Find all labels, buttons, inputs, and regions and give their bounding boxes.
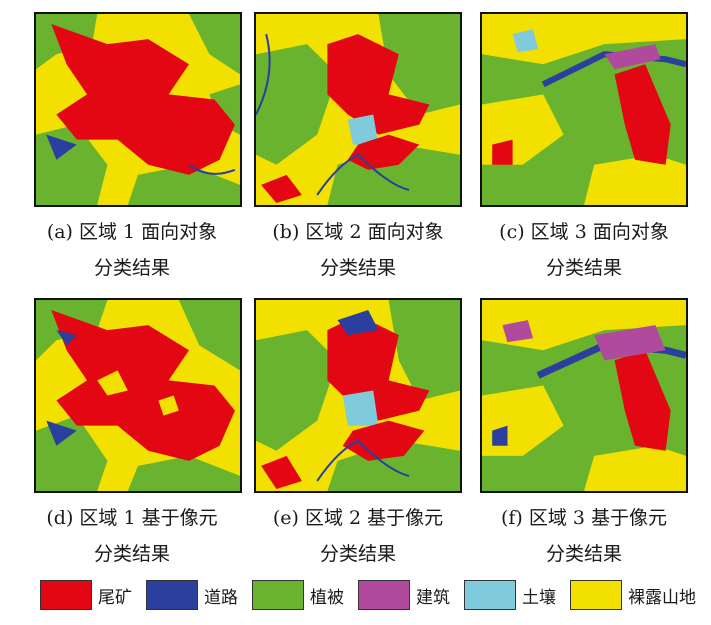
- map-panel-e: [254, 298, 462, 493]
- map-panel-c: [480, 12, 688, 207]
- caption-c-line1: (c) 区域 3 面向对象: [499, 221, 669, 243]
- caption-b-line1: (b) 区域 2 面向对象: [272, 221, 444, 243]
- legend-swatch-building: [358, 580, 410, 610]
- map-panel-a: [34, 12, 242, 207]
- caption-f-line1: (f) 区域 3 基于像元: [500, 507, 668, 529]
- caption-d-line1: (d) 区域 1 基于像元: [46, 507, 218, 529]
- map-panel-d: [34, 298, 242, 493]
- caption-b-line2: 分类结果: [319, 257, 396, 279]
- legend-item-bare-mountain: 裸露山地: [570, 580, 696, 610]
- legend-item-vegetation: 植被: [252, 580, 344, 610]
- legend-label-road: 道路: [204, 587, 238, 608]
- legend-swatch-road: [146, 580, 198, 610]
- legend-item-tailings: 尾矿: [40, 580, 132, 610]
- legend-label-building: 建筑: [416, 587, 450, 608]
- legend-label-vegetation: 植被: [310, 587, 344, 608]
- caption-f: (f) 区域 3 基于像元 分类结果: [466, 500, 702, 572]
- legend-item-building: 建筑: [358, 580, 450, 610]
- caption-f-line2: 分类结果: [545, 543, 622, 565]
- legend-swatch-tailings: [40, 580, 92, 610]
- legend-label-soil: 土壤: [522, 587, 556, 608]
- caption-d: (d) 区域 1 基于像元 分类结果: [14, 500, 250, 572]
- legend-label-tailings: 尾矿: [98, 587, 132, 608]
- caption-e-line1: (e) 区域 2 基于像元: [272, 507, 444, 529]
- legend-item-road: 道路: [146, 580, 238, 610]
- caption-c: (c) 区域 3 面向对象 分类结果: [466, 214, 702, 286]
- caption-e-line2: 分类结果: [319, 543, 396, 565]
- caption-d-line2: 分类结果: [93, 543, 170, 565]
- map-panel-b: [254, 12, 462, 207]
- legend-item-soil: 土壤: [464, 580, 556, 610]
- legend-swatch-vegetation: [252, 580, 304, 610]
- caption-a-line2: 分类结果: [93, 257, 170, 279]
- legend-label-bare-mountain: 裸露山地: [628, 587, 696, 608]
- legend-swatch-bare-mountain: [570, 580, 622, 610]
- legend-swatch-soil: [464, 580, 516, 610]
- caption-c-line2: 分类结果: [545, 257, 622, 279]
- caption-b: (b) 区域 2 面向对象 分类结果: [240, 214, 476, 286]
- caption-e: (e) 区域 2 基于像元 分类结果: [240, 500, 476, 572]
- legend: 尾矿 道路 植被 建筑 土壤 裸露山地: [40, 578, 700, 612]
- caption-a-line1: (a) 区域 1 面向对象: [46, 221, 218, 243]
- caption-a: (a) 区域 1 面向对象 分类结果: [14, 214, 250, 286]
- map-panel-f: [480, 298, 688, 493]
